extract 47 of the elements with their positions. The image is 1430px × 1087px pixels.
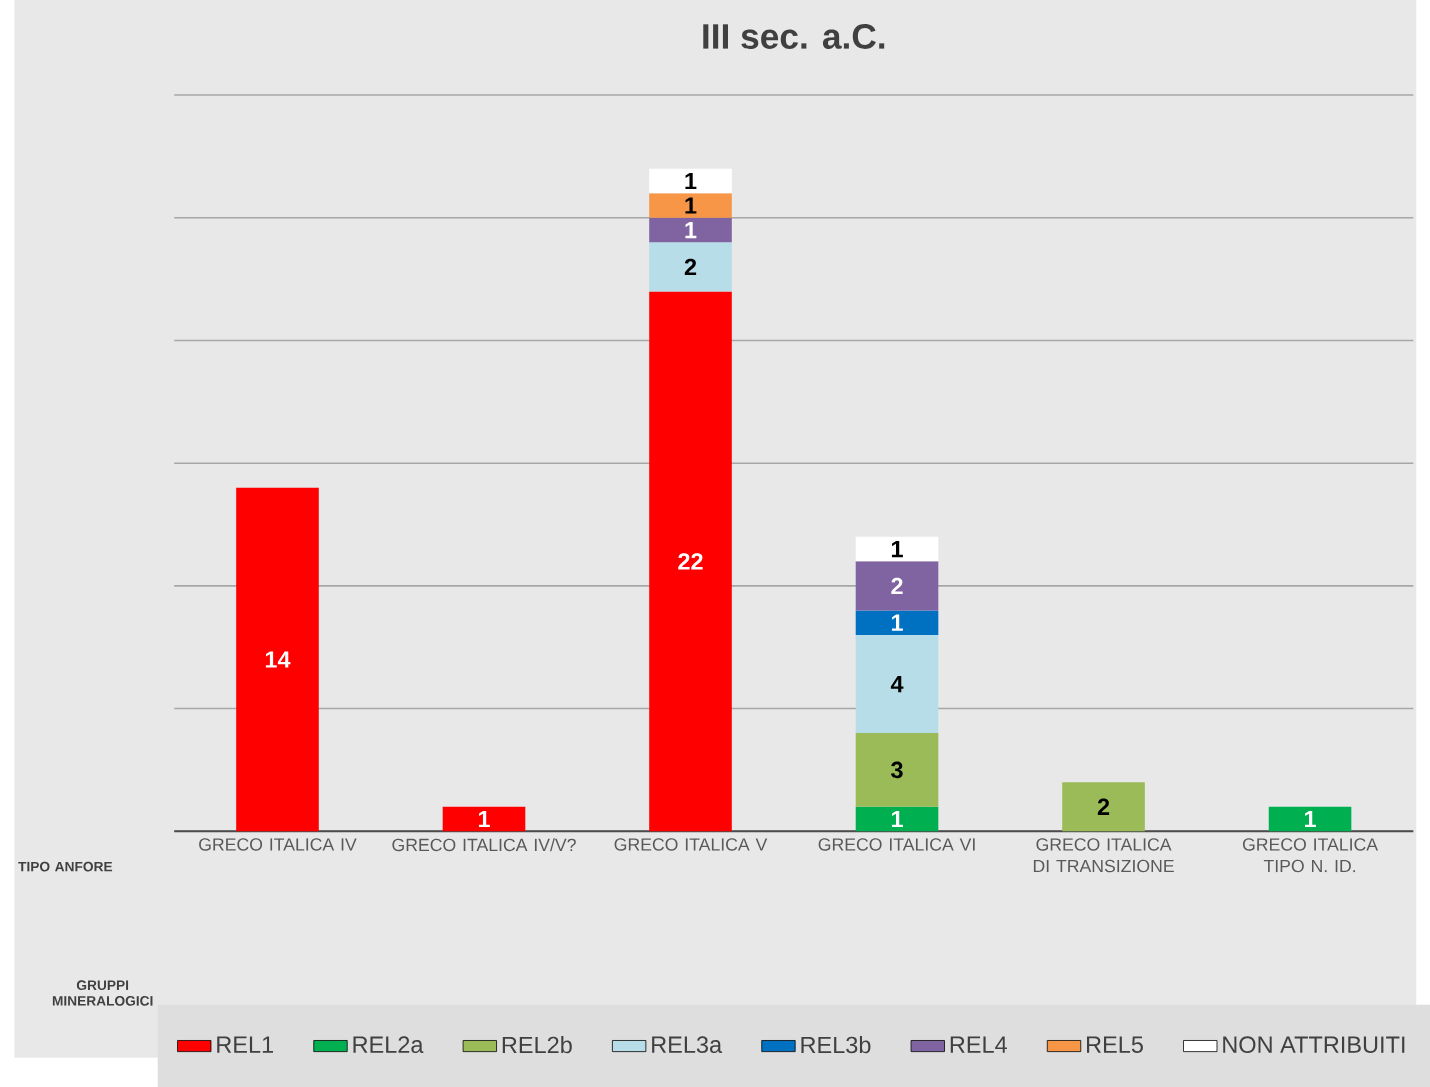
bar: [855, 634, 939, 733]
bar: [855, 732, 939, 807]
legend-label: REL2a: [353, 1036, 424, 1053]
bar: [855, 561, 939, 611]
bar: [649, 291, 732, 832]
data-label: 22: [678, 552, 703, 570]
bar: [649, 168, 732, 194]
data-label: 2: [684, 258, 697, 275]
bar: [1062, 782, 1145, 832]
data-label: 2: [891, 577, 903, 594]
bar: [442, 806, 526, 832]
bar: [855, 536, 939, 562]
x-tick-label: GRECO ITALICA IV/V?: [392, 838, 576, 851]
data-label: 1: [1304, 810, 1316, 827]
x-tick-label: GRECO ITALICA DI TRANSIZIONE: [1033, 838, 1174, 873]
data-label: 1: [891, 614, 903, 631]
legend-label: REL3b: [801, 1035, 871, 1054]
data-label: 1: [891, 810, 903, 827]
bar: [649, 217, 732, 243]
legend-title: GRUPPI MINERALOGICI: [52, 980, 153, 1006]
chart-title: III sec. a.C.: [703, 23, 885, 49]
data-label: 2: [1097, 798, 1110, 815]
bar: [236, 487, 319, 832]
x-tick-label: GRECO ITALICA IV: [199, 838, 357, 851]
bar: [649, 193, 732, 218]
legend-label: REL3a: [652, 1036, 723, 1053]
data-label: 14: [265, 651, 291, 668]
legend-label: NON ATTRIBUITI: [1223, 1036, 1405, 1053]
data-label: 3: [891, 761, 903, 779]
x-tick-label: GRECO ITALICA VI: [818, 838, 975, 851]
data-label: 1: [685, 172, 697, 189]
legend-label: REL1: [217, 1036, 273, 1053]
legend-label: REL2b: [502, 1035, 572, 1054]
data-label: 1: [685, 197, 697, 214]
bar: [855, 806, 939, 832]
bar: [855, 610, 939, 635]
data-label: 4: [890, 675, 904, 692]
bar: [649, 242, 732, 292]
data-label: 1: [685, 221, 697, 238]
data-label: 1: [891, 540, 903, 557]
x-axis-title: TIPO ANFORE: [18, 861, 113, 872]
legend-label: REL5: [1087, 1036, 1143, 1053]
data-label: 1: [478, 810, 490, 827]
x-tick-label: GRECO ITALICA V: [614, 838, 768, 851]
bar: [1268, 806, 1352, 832]
x-tick-label: GRECO ITALICA TIPO N. ID.: [1242, 838, 1379, 873]
legend-label: REL4: [950, 1036, 1007, 1053]
